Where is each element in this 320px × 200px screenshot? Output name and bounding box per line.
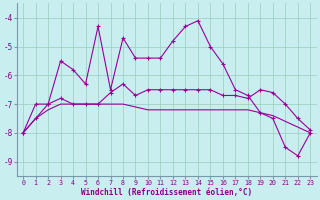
X-axis label: Windchill (Refroidissement éolien,°C): Windchill (Refroidissement éolien,°C) [81, 188, 252, 197]
